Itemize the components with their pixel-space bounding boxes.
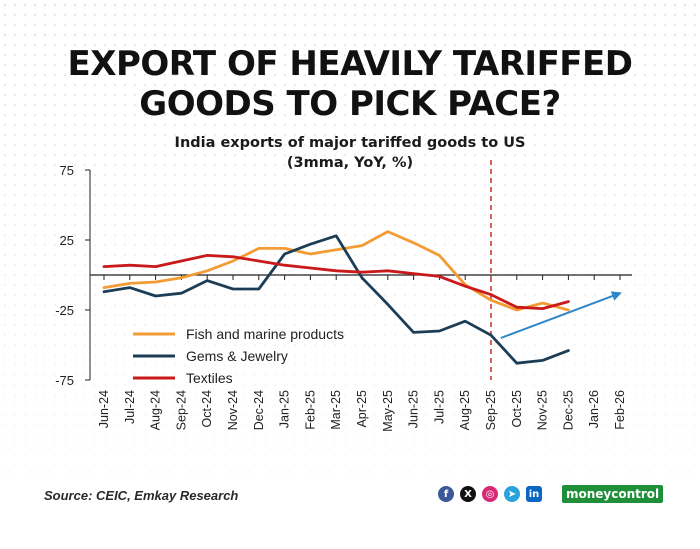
x-tick-label: Dec-25 bbox=[561, 390, 575, 430]
brand-logo: moneycontrol bbox=[562, 485, 664, 503]
y-tick-label: 75 bbox=[60, 163, 74, 178]
x-tick-label: Aug-25 bbox=[458, 390, 472, 430]
headline-line-1: EXPORT OF HEAVILY TARIFFED bbox=[67, 44, 633, 84]
series-line-2 bbox=[102, 253, 570, 311]
x-tick-label: Sep-24 bbox=[174, 390, 188, 430]
x-tick-label: Mar-25 bbox=[329, 390, 343, 430]
x-tick-label: Oct-25 bbox=[510, 390, 524, 428]
x-tick-label: Jun-25 bbox=[407, 390, 421, 428]
x-tick-label: Feb-25 bbox=[303, 390, 317, 430]
x-tick-label: Jul-25 bbox=[432, 390, 446, 424]
chart-subtitle: (3mma, YoY, %) bbox=[286, 155, 414, 171]
series-line-1 bbox=[102, 234, 570, 365]
source-note: Source: CEIC, Emkay Research bbox=[44, 488, 239, 503]
x-icon[interactable]: X bbox=[460, 486, 476, 502]
headline-line-2: GOODS TO PICK PACE? bbox=[139, 84, 561, 124]
instagram-icon[interactable]: ◎ bbox=[482, 486, 498, 502]
x-tick-label: Dec-24 bbox=[252, 390, 266, 430]
legend-label: Fish and marine products bbox=[186, 326, 344, 342]
y-tick-label: -25 bbox=[55, 303, 74, 318]
x-tick-label: Oct-24 bbox=[200, 390, 214, 428]
x-tick-label: Apr-25 bbox=[355, 390, 369, 428]
x-tick-label: Jul-24 bbox=[123, 390, 137, 424]
x-tick-label: Aug-24 bbox=[149, 390, 163, 430]
facebook-icon[interactable]: f bbox=[438, 486, 454, 502]
chart-title: India exports of major tariffed goods to… bbox=[174, 135, 526, 151]
x-tick-label: Feb-26 bbox=[613, 390, 627, 430]
x-tick-label: Nov-24 bbox=[226, 390, 240, 430]
y-tick-label: -75 bbox=[55, 373, 74, 388]
x-tick-label: Nov-25 bbox=[536, 390, 550, 430]
legend-label: Textiles bbox=[186, 370, 233, 386]
y-tick-label: 25 bbox=[60, 233, 74, 248]
x-tick-label: Jan-25 bbox=[278, 390, 292, 428]
x-tick-label: Jan-26 bbox=[587, 390, 601, 428]
linkedin-icon[interactable]: in bbox=[526, 486, 542, 502]
social-links: f X ◎ ➤ in bbox=[438, 486, 542, 502]
legend-label: Gems & Jewelry bbox=[186, 348, 288, 364]
x-tick-label: Jun-24 bbox=[97, 390, 111, 428]
x-tick-label: Sep-25 bbox=[484, 390, 498, 430]
headline: EXPORT OF HEAVILY TARIFFED GOODS TO PICK… bbox=[0, 44, 700, 124]
trend-arrow bbox=[500, 291, 622, 339]
dotted-background bbox=[0, 0, 700, 480]
x-tick-label: May-25 bbox=[381, 390, 395, 432]
telegram-icon[interactable]: ➤ bbox=[504, 486, 520, 502]
series-line-0 bbox=[102, 230, 570, 312]
